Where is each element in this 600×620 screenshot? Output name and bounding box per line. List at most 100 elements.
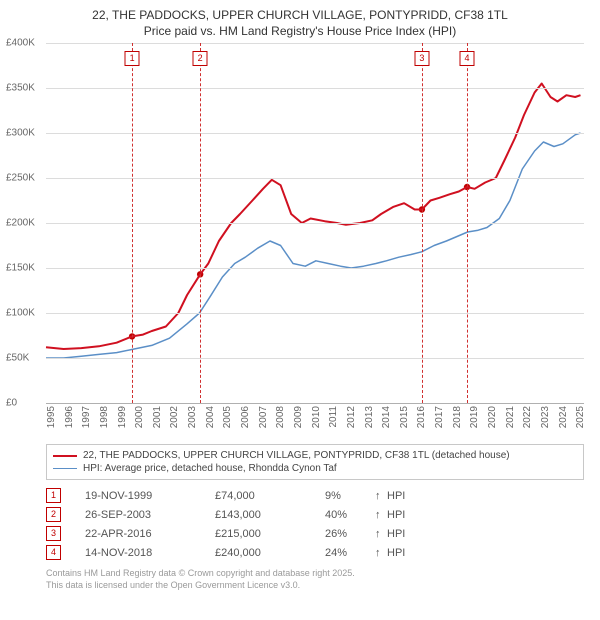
sales-row-pct: 24% [325,547,375,559]
x-axis-label: 2024 [558,406,569,428]
up-arrow-icon: ↑ [375,490,387,502]
sale-marker-line [467,43,468,403]
sales-row-date: 14-NOV-2018 [85,547,215,559]
y-axis-label: £150K [6,263,35,274]
gridline [46,178,584,179]
sales-row-date: 26-SEP-2003 [85,509,215,521]
footer-attribution: Contains HM Land Registry data © Crown c… [46,568,584,591]
plot-area: £0£50K£100K£150K£200K£250K£300K£350K£400… [46,43,584,404]
x-axis-label: 2012 [346,406,357,428]
x-axis-label: 2008 [275,406,286,428]
y-axis-label: £250K [6,173,35,184]
y-axis-label: £100K [6,308,35,319]
x-axis-label: 2009 [293,406,304,428]
up-arrow-icon: ↑ [375,528,387,540]
footer-line-1: Contains HM Land Registry data © Crown c… [46,568,584,580]
x-axis-label: 2025 [575,406,586,428]
x-axis-label: 2021 [505,406,516,428]
x-axis-label: 1995 [46,406,57,428]
x-axis-label: 2014 [381,406,392,428]
x-axis-label: 2022 [522,406,533,428]
sales-row: 4 14-NOV-2018£240,00024%↑HPI [46,543,584,562]
x-axis-label: 2018 [452,406,463,428]
x-axis-label: 2001 [152,406,163,428]
sale-marker-badge: 3 [414,51,429,66]
x-axis-label: 2016 [416,406,427,428]
up-arrow-icon: ↑ [375,547,387,559]
gridline [46,223,584,224]
chart-title: 22, THE PADDOCKS, UPPER CHURCH VILLAGE, … [6,8,594,39]
chart-container: 22, THE PADDOCKS, UPPER CHURCH VILLAGE, … [0,0,600,598]
x-axis-label: 2011 [328,406,339,428]
sales-row-price: £74,000 [215,490,325,502]
x-axis-label: 2019 [469,406,480,428]
sale-marker-badge: 2 [193,51,208,66]
gridline [46,313,584,314]
legend-label: HPI: Average price, detached house, Rhon… [83,463,337,474]
sales-row-badge: 1 [46,488,61,503]
legend: 22, THE PADDOCKS, UPPER CHURCH VILLAGE, … [46,444,584,480]
x-axis-label: 2013 [364,406,375,428]
y-axis-label: £0 [6,398,17,409]
x-axis-label: 1996 [64,406,75,428]
legend-item: HPI: Average price, detached house, Rhon… [53,462,577,475]
sales-row-pct: 40% [325,509,375,521]
y-axis-label: £300K [6,128,35,139]
x-axis-label: 2005 [222,406,233,428]
x-axis-label: 1999 [117,406,128,428]
y-axis-label: £400K [6,38,35,49]
legend-item: 22, THE PADDOCKS, UPPER CHURCH VILLAGE, … [53,449,577,462]
x-axis-label: 2007 [258,406,269,428]
y-axis-label: £200K [6,218,35,229]
x-axis-label: 2006 [240,406,251,428]
gridline [46,43,584,44]
gridline [46,88,584,89]
sale-marker-line [422,43,423,403]
sales-row-price: £143,000 [215,509,325,521]
sales-row: 1 19-NOV-1999£74,0009%↑HPI [46,486,584,505]
x-axis-label: 2023 [540,406,551,428]
sales-row-date: 19-NOV-1999 [85,490,215,502]
title-line-2: Price paid vs. HM Land Registry's House … [6,24,594,40]
sales-row-price: £240,000 [215,547,325,559]
x-axis-label: 2010 [311,406,322,428]
sales-row: 3 22-APR-2016£215,00026%↑HPI [46,524,584,543]
legend-label: 22, THE PADDOCKS, UPPER CHURCH VILLAGE, … [83,450,510,461]
sales-row-pct: 26% [325,528,375,540]
sales-row-badge: 2 [46,507,61,522]
title-line-1: 22, THE PADDOCKS, UPPER CHURCH VILLAGE, … [6,8,594,24]
up-arrow-icon: ↑ [375,509,387,521]
legend-swatch [53,468,77,469]
x-axis-label: 1998 [99,406,110,428]
sales-row-pct: 9% [325,490,375,502]
x-axis-label: 1997 [81,406,92,428]
x-axis-label: 2017 [434,406,445,428]
y-axis-label: £50K [6,353,29,364]
x-axis-labels: 1995199619971998199920002001200220032004… [46,404,584,438]
sale-marker-line [200,43,201,403]
y-axis-label: £350K [6,83,35,94]
sales-row-price: £215,000 [215,528,325,540]
x-axis-label: 2002 [169,406,180,428]
sales-row-badge: 3 [46,526,61,541]
gridline [46,268,584,269]
x-axis-label: 2015 [399,406,410,428]
sale-marker-badge: 4 [460,51,475,66]
sales-row-hpi-label: HPI [387,509,405,521]
sales-row-badge: 4 [46,545,61,560]
sale-marker-badge: 1 [125,51,140,66]
x-axis-label: 2020 [487,406,498,428]
gridline [46,133,584,134]
sales-row-date: 22-APR-2016 [85,528,215,540]
x-axis-label: 2004 [205,406,216,428]
sale-marker-line [132,43,133,403]
sales-row-hpi-label: HPI [387,490,405,502]
gridline [46,358,584,359]
sales-table: 119-NOV-1999£74,0009%↑HPI226-SEP-2003£14… [46,486,584,562]
sales-row: 2 26-SEP-2003£143,00040%↑HPI [46,505,584,524]
sales-row-hpi-label: HPI [387,528,405,540]
x-axis-label: 2000 [134,406,145,428]
legend-swatch [53,455,77,457]
footer-line-2: This data is licensed under the Open Gov… [46,580,584,592]
sales-row-hpi-label: HPI [387,547,405,559]
